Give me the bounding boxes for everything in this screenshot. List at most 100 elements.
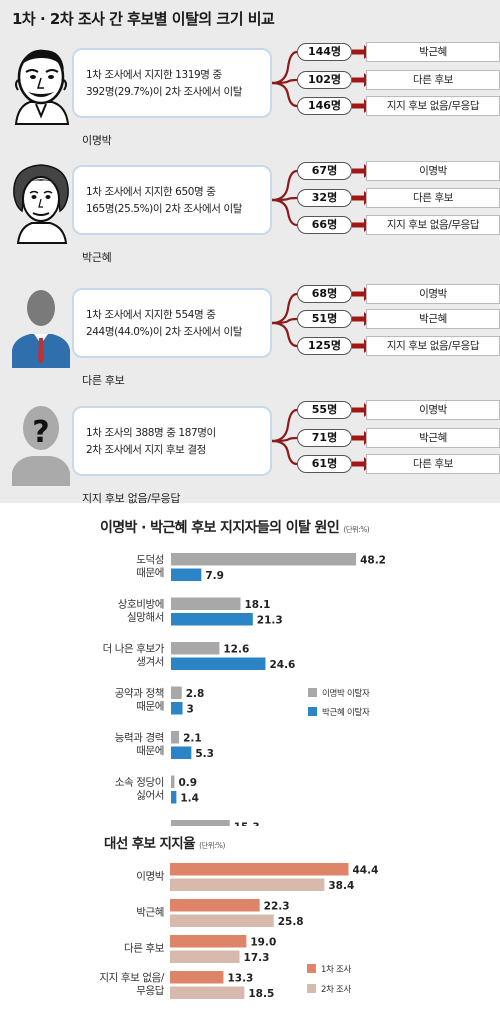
flow-connector-line [271, 439, 298, 466]
flow-group-other: 1차 조사에서 지지한 554명 중 244명(44.0%)이 2차 조사에서 … [0, 280, 500, 392]
value-label: 3 [187, 704, 194, 716]
flow-count-badge: 32명 [297, 189, 352, 207]
callout-line-1: 1차 조사에서 지지한 650명 중 [86, 186, 216, 198]
question-mark: ? [32, 415, 49, 450]
flow-count-badge: 51명 [297, 310, 352, 328]
bar-series1 [170, 863, 349, 876]
bar-series1 [171, 731, 180, 744]
chart2-title: 대선 후보 지지율 [104, 836, 196, 852]
legend-swatch [308, 707, 317, 716]
chart1-unit: (단위:%) [343, 525, 370, 534]
flow-destination: 이명박 [366, 161, 500, 181]
flow-group-none: ? 1차 조사의 388명 중 187명이 2차 조사에서 지지 후보 결정 지… [0, 398, 500, 510]
legend-label: 박근혜 이탈자 [322, 707, 370, 718]
flow-destination: 다른 후보 [366, 454, 500, 474]
callout-line-2: 244명(44.0%)이 2차 조사에서 이탈 [86, 326, 243, 338]
callout-line-1: 1차 조사에서 지지한 1319명 중 [86, 69, 222, 81]
flow-connector-line [271, 292, 298, 325]
category-label: 다른 후보 [124, 943, 165, 955]
flow-count-badge: 71명 [297, 429, 352, 447]
flow-arrow-shaft [352, 407, 366, 413]
bar-series2 [171, 568, 202, 581]
flow-count-badge: 146명 [297, 97, 352, 115]
category-label: 이명박 [136, 871, 165, 883]
value-label: 15.3 [234, 822, 260, 827]
category-label: 싫어서 [136, 790, 164, 802]
flow-count-badge: 61명 [297, 455, 352, 473]
callout-line-2: 392명(29.7%)이 2차 조사에서 이탈 [86, 86, 243, 98]
chart2-unit: (단위:%) [199, 841, 225, 850]
value-label: 0.9 [178, 777, 197, 789]
category-label: 때문에 [136, 567, 164, 579]
flow-destination: 박근혜 [366, 309, 500, 329]
legend-label: 이명박 이탈자 [322, 688, 370, 699]
flow-arrow-shaft [352, 316, 366, 322]
value-label: 19.0 [250, 937, 276, 949]
flow-connector-line [271, 198, 298, 227]
person-suit-icon [12, 290, 70, 368]
flow-arrow-shaft [352, 222, 366, 228]
value-label: 44.4 [352, 865, 378, 877]
flow-destination: 지지 후보 없음/무응답 [366, 215, 500, 235]
bar-series2 [171, 613, 253, 626]
value-label: 22.3 [264, 901, 290, 913]
candidate-label: 다른 후보 [82, 374, 125, 387]
legend-swatch [307, 964, 316, 973]
bar-series1 [171, 686, 182, 699]
legend-label: 2차 조사 [321, 985, 352, 995]
person-question-icon: ? [12, 406, 70, 486]
bar-series1 [171, 820, 230, 826]
bar-series1 [170, 899, 260, 912]
category-label: 박근혜 [136, 907, 164, 919]
flow-destination: 지지 후보 없음/무응답 [366, 336, 500, 356]
category-label: 능력과 경력 [115, 731, 164, 744]
value-label: 7.9 [205, 570, 224, 582]
value-label: 2.1 [183, 733, 202, 745]
callout-line-2: 2차 조사에서 지지 후보 결정 [86, 444, 206, 456]
value-label: 24.6 [269, 659, 295, 671]
bar-series2 [171, 702, 183, 715]
bar-series1 [171, 775, 175, 788]
bar-series1 [170, 971, 224, 984]
flow-destination: 박근혜 [366, 428, 500, 448]
value-label: 5.3 [195, 748, 214, 760]
flow-connector-line [271, 50, 298, 85]
category-label: 생겨서 [136, 656, 164, 668]
flow-count-badge: 55명 [297, 401, 352, 419]
flow-count-badge: 144명 [297, 43, 352, 61]
category-label: 도덕성 [136, 554, 164, 566]
candidate-label: 박근혜 [82, 251, 112, 264]
category-label: 더 나은 후보가 [103, 643, 165, 655]
value-label: 12.6 [223, 644, 249, 656]
flow-arrow-shaft [352, 435, 366, 441]
flow-arrow-shaft [352, 49, 366, 55]
category-label: 때문에 [136, 701, 164, 713]
flow-count-badge: 102명 [297, 71, 352, 89]
flow-arrow-shaft [352, 461, 366, 467]
callout-box: 1차 조사에서 지지한 1319명 중 392명(29.7%)이 2차 조사에서… [72, 48, 272, 118]
bar-series1 [171, 597, 241, 610]
flow-count-badge: 68명 [297, 285, 352, 303]
bar-series1 [170, 935, 247, 948]
bar-series2 [171, 791, 177, 804]
flow-group-park: 1차 조사에서 지지한 650명 중 165명(25.5%)이 2차 조사에서 … [0, 157, 500, 269]
bar-series2 [171, 746, 192, 759]
category-label: 공약과 정책 [115, 688, 164, 700]
value-label: 18.5 [248, 988, 274, 1000]
flow-count-badge: 67명 [297, 162, 352, 180]
lee-caricature-icon [14, 49, 70, 125]
flow-destination: 다른 후보 [366, 188, 500, 208]
flow-arrow-shaft [352, 291, 366, 297]
flow-group-lee: 1차 조사에서 지지한 1319명 중 392명(29.7%)이 2차 조사에서… [0, 40, 500, 152]
flow-connector-line [271, 321, 298, 348]
callout-box: 1차 조사의 388명 중 187명이 2차 조사에서 지지 후보 결정 [72, 406, 272, 476]
bar-series2 [171, 657, 266, 670]
flow-connector-line [271, 169, 298, 202]
category-label: 무응답 [136, 985, 165, 997]
flow-arrow-shaft [352, 77, 366, 83]
flow-connector-line [271, 408, 298, 443]
callout-line-2: 165명(25.5%)이 2차 조사에서 이탈 [86, 203, 243, 215]
value-label: 17.3 [244, 952, 270, 964]
flow-destination: 이명박 [366, 284, 500, 304]
category-label: 때문에 [136, 745, 164, 757]
